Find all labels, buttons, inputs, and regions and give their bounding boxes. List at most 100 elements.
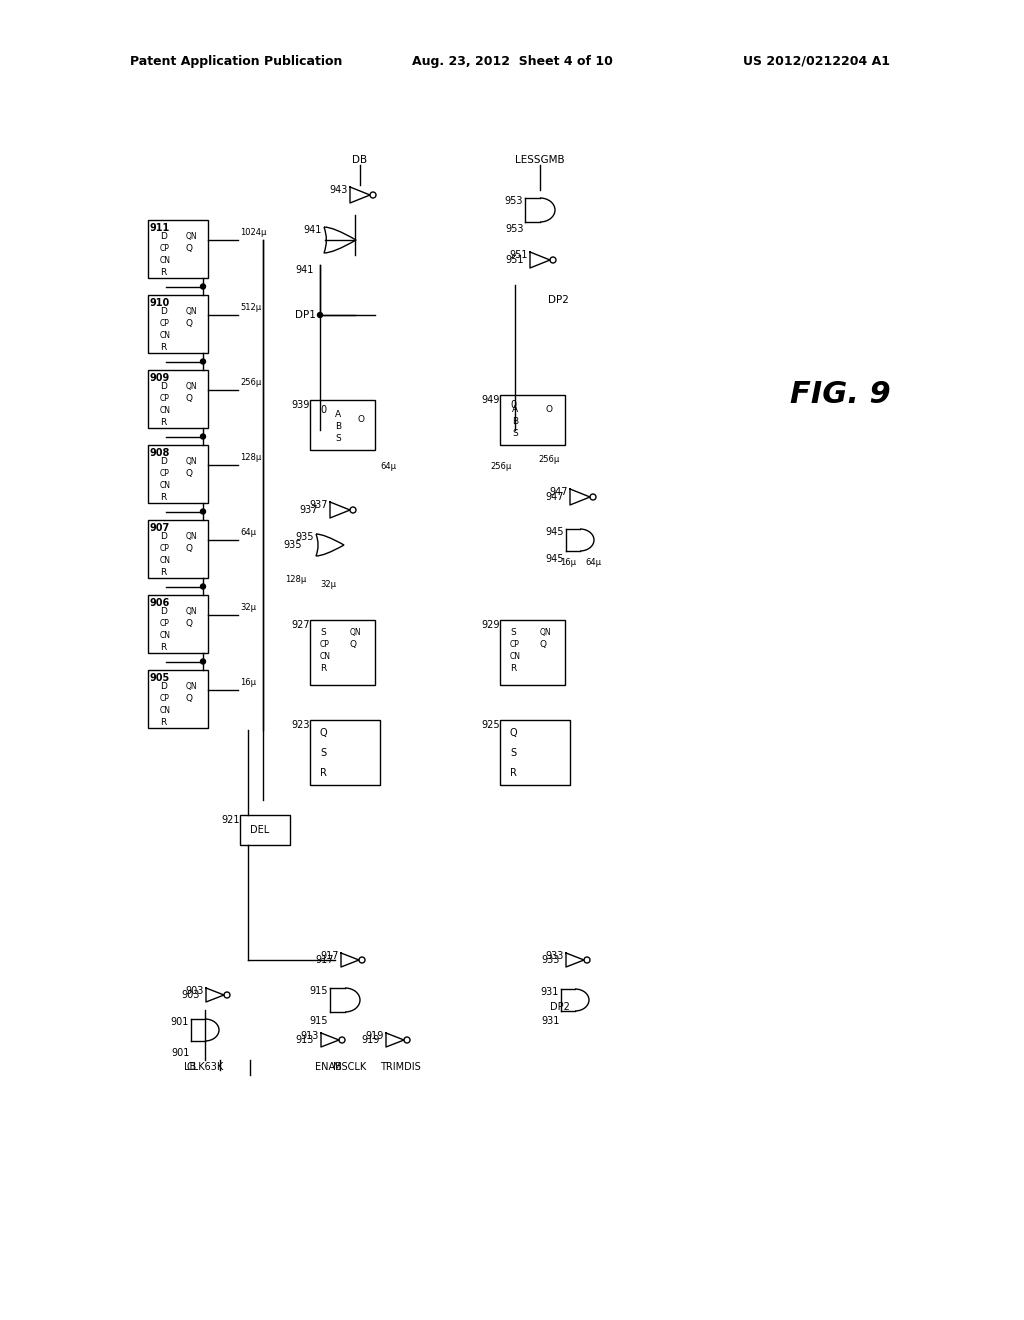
Text: 919: 919 xyxy=(366,1031,384,1041)
Text: D: D xyxy=(160,308,167,315)
Text: Q: Q xyxy=(350,640,357,649)
Text: R: R xyxy=(510,768,517,777)
Text: CP: CP xyxy=(160,544,170,553)
Text: 919: 919 xyxy=(361,1035,380,1045)
Text: Q: Q xyxy=(186,469,193,478)
Bar xyxy=(500,719,570,785)
Text: 901: 901 xyxy=(172,1048,190,1059)
Circle shape xyxy=(201,583,206,589)
Circle shape xyxy=(201,434,206,440)
Text: R: R xyxy=(319,768,327,777)
Text: Q: Q xyxy=(186,694,193,704)
Text: CP: CP xyxy=(160,694,170,704)
Text: 64μ: 64μ xyxy=(585,558,601,568)
Text: D: D xyxy=(160,232,167,242)
Text: 901: 901 xyxy=(171,1016,189,1027)
Text: CN: CN xyxy=(160,556,171,565)
Text: 905: 905 xyxy=(150,673,170,682)
Text: CN: CN xyxy=(510,652,521,661)
Text: B: B xyxy=(335,422,341,432)
Bar xyxy=(148,445,208,503)
Circle shape xyxy=(201,359,206,364)
Text: 925: 925 xyxy=(481,719,500,730)
Text: 0: 0 xyxy=(319,405,326,414)
Text: 931: 931 xyxy=(541,987,559,997)
Text: QN: QN xyxy=(186,532,198,541)
Text: CN: CN xyxy=(160,256,171,265)
Text: CP: CP xyxy=(160,319,170,327)
Text: DB: DB xyxy=(352,154,368,165)
Text: 943: 943 xyxy=(330,185,348,195)
Text: Q: Q xyxy=(510,729,517,738)
Text: 953: 953 xyxy=(505,195,523,206)
Text: 256μ: 256μ xyxy=(490,462,511,471)
Text: R: R xyxy=(160,268,166,277)
Circle shape xyxy=(201,659,206,664)
Text: QN: QN xyxy=(186,457,198,466)
Text: 949: 949 xyxy=(481,395,500,405)
Text: R: R xyxy=(160,718,166,727)
Text: D: D xyxy=(160,457,167,466)
Text: Q: Q xyxy=(186,319,193,327)
Text: Q: Q xyxy=(186,544,193,553)
Text: 937: 937 xyxy=(299,506,318,515)
Text: 910: 910 xyxy=(150,298,170,308)
Bar xyxy=(310,400,375,450)
Text: US 2012/0212204 A1: US 2012/0212204 A1 xyxy=(743,55,890,69)
Text: 951: 951 xyxy=(506,255,524,265)
Text: CN: CN xyxy=(160,480,171,490)
Text: S: S xyxy=(510,748,516,758)
Bar xyxy=(148,370,208,428)
Text: DP1: DP1 xyxy=(295,310,315,319)
Text: D: D xyxy=(160,532,167,541)
Text: CN: CN xyxy=(160,331,171,341)
Text: 0: 0 xyxy=(510,400,516,411)
Text: R: R xyxy=(160,492,166,502)
Bar xyxy=(148,294,208,352)
Text: CP: CP xyxy=(319,640,330,649)
Text: 32μ: 32μ xyxy=(319,579,336,589)
Text: FIG. 9: FIG. 9 xyxy=(790,380,891,409)
Text: CP: CP xyxy=(160,469,170,478)
Text: 953: 953 xyxy=(506,224,524,234)
Text: CN: CN xyxy=(160,706,171,715)
Text: LESSGMB: LESSGMB xyxy=(515,154,565,165)
Text: QN: QN xyxy=(350,628,361,638)
Bar xyxy=(148,671,208,729)
Text: 256μ: 256μ xyxy=(240,378,261,387)
Text: 128μ: 128μ xyxy=(240,453,261,462)
Text: 933: 933 xyxy=(546,950,564,961)
Text: S: S xyxy=(319,628,326,638)
Text: CP: CP xyxy=(160,244,170,253)
Text: Q: Q xyxy=(186,393,193,403)
Text: R: R xyxy=(160,343,166,352)
Text: Aug. 23, 2012  Sheet 4 of 10: Aug. 23, 2012 Sheet 4 of 10 xyxy=(412,55,612,69)
Circle shape xyxy=(201,510,206,513)
Text: R: R xyxy=(160,418,166,426)
Text: DEL: DEL xyxy=(250,825,269,836)
Text: R: R xyxy=(160,568,166,577)
Text: CP: CP xyxy=(510,640,520,649)
Circle shape xyxy=(201,284,206,289)
Text: 128μ: 128μ xyxy=(285,576,306,583)
Text: Q: Q xyxy=(186,244,193,253)
Text: QN: QN xyxy=(186,308,198,315)
Text: 935: 935 xyxy=(284,540,302,550)
Text: R: R xyxy=(510,664,516,673)
Text: D: D xyxy=(160,607,167,616)
Text: 941: 941 xyxy=(304,224,322,235)
Text: Q: Q xyxy=(186,619,193,628)
Circle shape xyxy=(317,313,323,318)
Text: S: S xyxy=(319,748,326,758)
Text: 908: 908 xyxy=(150,447,170,458)
Text: QN: QN xyxy=(186,232,198,242)
Text: 917: 917 xyxy=(321,950,339,961)
Text: 909: 909 xyxy=(150,374,170,383)
Text: QN: QN xyxy=(186,381,198,391)
Text: R: R xyxy=(319,664,327,673)
Text: Q: Q xyxy=(319,729,328,738)
Text: 929: 929 xyxy=(481,620,500,630)
Text: 935: 935 xyxy=(296,532,314,543)
Text: R: R xyxy=(160,643,166,652)
Text: TRIMDIS: TRIMDIS xyxy=(380,1063,421,1072)
